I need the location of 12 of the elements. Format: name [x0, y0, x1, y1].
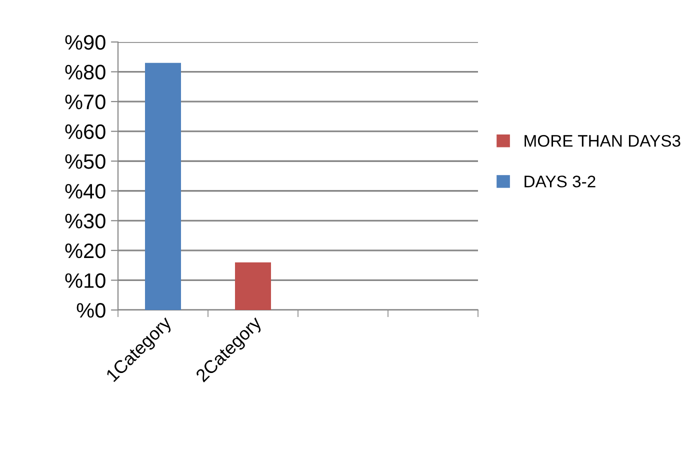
y-tick-label: %10	[65, 273, 106, 288]
y-tick-label: %70	[65, 94, 106, 110]
y-tick-label: %50	[65, 154, 106, 169]
y-tick-label: %80	[65, 64, 106, 80]
y-tick-label: %20	[65, 243, 106, 258]
y-tick-label: %60	[65, 124, 106, 140]
y-tick-label: %0	[76, 303, 106, 318]
y-tick-label: %90	[65, 35, 106, 50]
legend-label: DAYS 3-2	[524, 176, 596, 188]
legend-label: MORE THAN DAYS3	[524, 135, 680, 147]
y-tick-label: %40	[65, 184, 106, 199]
y-tick-label: %30	[65, 214, 106, 228]
